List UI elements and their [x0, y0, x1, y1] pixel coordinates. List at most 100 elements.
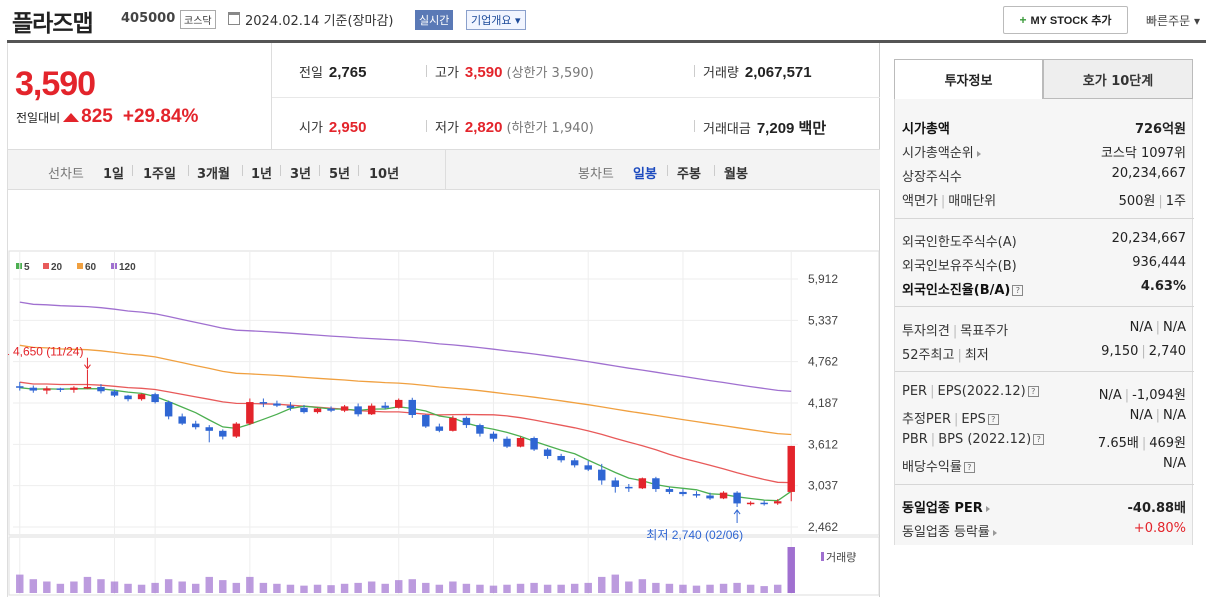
volume-bar [29, 579, 38, 593]
market-cap-rank-label[interactable]: 시가총액순위 [902, 142, 981, 161]
divider [319, 165, 320, 176]
period-10y[interactable]: 10년 [369, 167, 400, 182]
candle-body [205, 427, 213, 431]
candle-body [611, 480, 620, 487]
candle-body [246, 402, 254, 424]
candle-body [97, 386, 105, 392]
trade-unit-text: 1주 [1165, 194, 1186, 209]
volume-bar [679, 584, 687, 593]
help-icon[interactable]: ? [963, 462, 975, 473]
period-1y[interactable]: 1년 [251, 167, 273, 182]
volume-legend-swatch [821, 552, 824, 561]
chevron-right-icon [992, 529, 997, 536]
quick-order-dropdown[interactable]: 빠른주문 ▾ [1146, 14, 1200, 28]
low-annotation: 최저 2,740 (02/06) [646, 528, 743, 542]
high-arrow-head [84, 364, 91, 370]
volume-bar [178, 581, 186, 593]
period-1w[interactable]: 1주일 [143, 167, 176, 182]
section-divider [895, 371, 1194, 372]
lower-limit: (하한가 1,940) [506, 121, 594, 136]
candle-body [340, 406, 349, 411]
open-price: 시가 2,950 [299, 117, 366, 136]
candle-weekly[interactable]: 주봉 [677, 167, 701, 182]
wk52-high: 9,150 [1101, 344, 1139, 359]
volume-bar [692, 585, 701, 593]
foreign-limit-row: 외국인한도주식수(A) 20,234,667 [895, 228, 1194, 252]
foreign-ratio-label: 외국인소진율(B/A)? [902, 279, 1024, 298]
realtime-button[interactable]: 실시간 [415, 10, 454, 30]
tab-invest-info[interactable]: 투자정보 [894, 59, 1043, 99]
stock-header: 플라즈맵 405000 코스닥 2024.02.14 기준(장마감) 실시간 기… [0, 0, 1213, 43]
volume-bar [327, 585, 335, 593]
quote-row: 전일 2,765 고가 3,590 (상한가 3,590) 거래량 2,067,571 [272, 43, 880, 96]
price-chart-section: 3,590 전일대비 825 +29.84% 전일 2,765 고가 3,590 (상… [0, 43, 880, 597]
volume-bar [760, 586, 768, 593]
market-cap-label-text: 시가총액 [902, 122, 950, 137]
volume-bar [354, 582, 362, 593]
help-icon[interactable]: ? [987, 414, 999, 425]
y-tick-label: 5,337 [808, 313, 838, 327]
trade-value-value: 7,209 백만 [756, 120, 827, 137]
candle-daily[interactable]: 일봉 [633, 167, 657, 182]
pbr-label-b: BPS (2022.12) [938, 432, 1032, 447]
volume-bar [219, 580, 227, 593]
volume-bar [652, 582, 660, 593]
per-label: PER | EPS(2022.12)? [902, 384, 1039, 399]
candle-body [124, 395, 132, 400]
company-info-dropdown[interactable]: 기업개요 ▾ [466, 10, 526, 30]
sector-per-label[interactable]: 동일업종 PER [902, 497, 990, 516]
tab-orderbook[interactable]: 호가 10단계 [1043, 59, 1193, 99]
trade-value: 거래대금 7,209 백만 [703, 117, 826, 138]
volume-bar [313, 584, 322, 593]
divider [188, 165, 189, 176]
volume-bar [449, 581, 457, 593]
volume-bar [598, 576, 606, 593]
candle-body [530, 438, 538, 450]
par-label-b: 매매단위 [948, 194, 997, 209]
volume-bar [462, 583, 471, 593]
period-3y[interactable]: 3년 [290, 167, 312, 182]
ma20-line [19, 381, 792, 484]
candle-body [70, 387, 78, 390]
sector-rate-label[interactable]: 동일업종 등락률 [902, 521, 997, 540]
volume-bar [638, 579, 647, 593]
open-label: 시가 [299, 121, 323, 136]
divider [694, 120, 695, 132]
candle-body [462, 417, 471, 426]
period-3m[interactable]: 3개월 [197, 167, 230, 182]
candle-body [219, 430, 227, 437]
add-mystock-button[interactable]: + MY STOCK 추가 [1003, 6, 1128, 34]
help-icon[interactable]: ? [1027, 386, 1039, 397]
divider: | [1141, 344, 1146, 359]
high-label: 고가 [435, 66, 459, 81]
volume-bar [367, 581, 376, 593]
volume-bar [503, 584, 511, 593]
candle-monthly[interactable]: 월봉 [724, 167, 748, 182]
per-label-b: EPS(2022.12) [937, 384, 1026, 399]
plus-icon: + [1019, 13, 1027, 27]
quote-row: 시가 2,950 저가 2,820 (하한가 1,940) 거래대금 7,209 백만 [272, 97, 880, 150]
volume-bar [422, 582, 430, 593]
high-value: 3,590 [464, 64, 503, 81]
candle-body [557, 455, 565, 461]
volume-frame [8, 536, 880, 596]
change-label: 전일대비 [16, 110, 61, 125]
price-chart[interactable]: 5 20 60 120 5,912 5,337 4,762 4,187 3,612 3,037 2,… [0, 191, 880, 597]
par-label-a: 액면가 [902, 194, 938, 209]
market-cap-value: 726억원 [1134, 122, 1186, 137]
period-5y[interactable]: 5년 [329, 167, 351, 182]
legend-swatch [111, 263, 117, 269]
candle-body [191, 423, 200, 428]
period-1d[interactable]: 1일 [103, 167, 125, 182]
reference-date: 2024.02.14 기준(장마감) [245, 14, 394, 29]
candle-body [29, 387, 38, 391]
low-label: 저가 [435, 121, 459, 136]
help-icon[interactable]: ? [1012, 285, 1024, 296]
candle-body [489, 433, 498, 439]
volume-bar [570, 583, 579, 593]
prev-close-value: 2,765 [328, 64, 367, 81]
current-price: 3,590 [15, 65, 96, 103]
invest-info-panel: 투자정보 호가 10단계 시가총액 726억원 시가총액순위 코스닥 1097위… [894, 59, 1194, 545]
help-icon[interactable]: ? [1033, 434, 1045, 445]
candle-body [787, 445, 795, 492]
